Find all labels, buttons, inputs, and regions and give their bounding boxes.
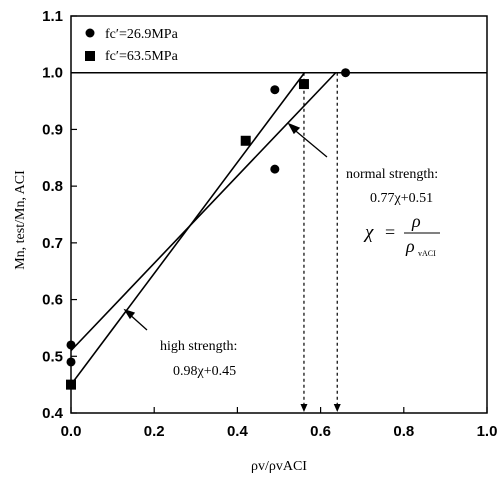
chi-formula: χ = ρ ρ vACI	[363, 211, 440, 258]
legend-square-marker	[85, 51, 95, 61]
drop-arrowhead-0	[300, 404, 308, 412]
x-tick-label-3: 0.6	[310, 423, 331, 440]
high-strength-equation: 0.98χ+0.45	[173, 364, 236, 379]
point-s0-0	[66, 357, 76, 367]
drop-arrowhead-1	[333, 404, 341, 412]
high-strength-arrowhead	[123, 308, 136, 320]
y-axis-title: Mn, test/Mn, ACI	[13, 170, 28, 270]
y-tick-label-7: 1.1	[42, 8, 63, 25]
point-s0-3	[270, 85, 280, 95]
x-tick-label-1: 0.2	[144, 423, 165, 440]
plot-frame	[70, 15, 488, 414]
formula-denominator-subscript: vACI	[418, 249, 436, 258]
y-tick-label-5: 0.9	[42, 121, 63, 138]
formula-equals: =	[385, 222, 395, 242]
formula-numerator: ρ	[411, 211, 421, 231]
point-s0-4	[341, 68, 351, 78]
high-strength-label: high strength:	[160, 339, 237, 354]
y-tick-label-6: 1.0	[42, 65, 63, 82]
point-s0-2	[270, 164, 280, 174]
legend-label-normal: fc′=26.9MPa	[105, 27, 179, 42]
legend: fc′=26.9MPa fc′=63.5MPa	[85, 27, 179, 64]
x-tick-label-0: 0.0	[61, 423, 82, 440]
normal-strength-label: normal strength:	[346, 167, 438, 182]
point-s1-1	[240, 135, 251, 146]
y-tick-label-3: 0.7	[42, 235, 63, 252]
fit-line-0	[70, 72, 337, 352]
axis-ticks	[70, 15, 488, 414]
drop-lines	[300, 72, 341, 412]
y-tick-label-1: 0.5	[42, 348, 63, 365]
y-tick-label-2: 0.6	[42, 292, 63, 309]
annotation-arrows	[123, 122, 328, 331]
formula-denominator: ρ	[405, 236, 415, 256]
point-s1-2	[298, 79, 309, 90]
point-s0-1	[66, 340, 76, 350]
x-tick-labels: 0.0 0.2 0.4 0.6 0.8 1.0	[61, 423, 498, 440]
normal-strength-arrowhead	[287, 122, 301, 135]
normal-strength-equation: 0.77χ+0.51	[370, 191, 433, 206]
normal-strength-arrow	[290, 126, 328, 158]
fit-lines	[70, 72, 337, 386]
x-axis-title: ρv/ρvACI	[251, 459, 307, 474]
formula-lhs: χ	[363, 222, 374, 243]
x-tick-label-2: 0.4	[227, 423, 249, 440]
fit-line-1	[70, 72, 306, 386]
y-tick-labels: 0.4 0.5 0.6 0.7 0.8 0.9 1.0 1.1	[42, 8, 64, 422]
x-tick-label-5: 1.0	[477, 423, 498, 440]
y-tick-label-0: 0.4	[42, 405, 64, 422]
legend-circle-marker	[85, 28, 95, 38]
y-tick-label-4: 0.8	[42, 178, 63, 195]
legend-label-high: fc′=63.5MPa	[105, 49, 179, 64]
point-s1-0	[66, 379, 76, 390]
x-tick-label-4: 0.8	[393, 423, 414, 440]
data-points	[66, 68, 351, 390]
